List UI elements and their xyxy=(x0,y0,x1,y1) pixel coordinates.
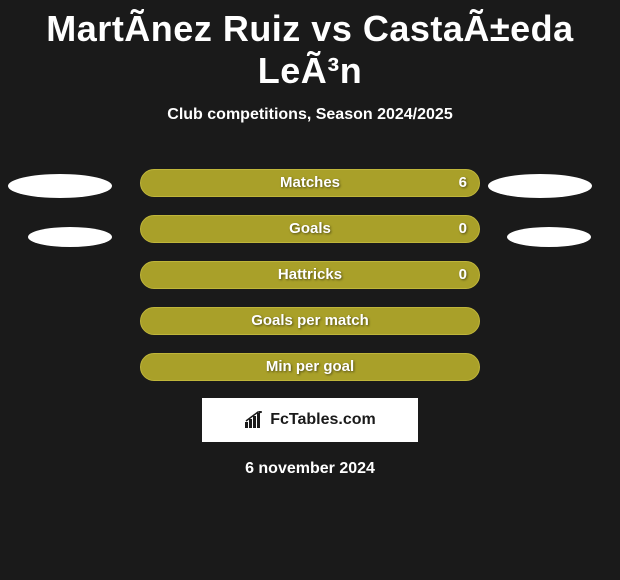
source-logo-box: FcTables.com xyxy=(202,398,418,442)
stat-bar-goals: Goals 0 xyxy=(140,215,480,243)
left-ellipse-matches xyxy=(8,174,112,198)
stat-row-min-per-goal: Min per goal xyxy=(0,344,620,390)
stat-bar-matches: Matches 6 xyxy=(140,169,480,197)
stat-value: 0 xyxy=(459,220,467,237)
stat-label: Goals xyxy=(141,220,479,237)
stat-bar-goals-per-match: Goals per match xyxy=(140,307,480,335)
stat-rows: Matches 6 Goals 0 Hattricks 0 Goals per … xyxy=(0,160,620,390)
stat-row-goals-per-match: Goals per match xyxy=(0,298,620,344)
stat-value: 0 xyxy=(459,266,467,283)
stat-bar-min-per-goal: Min per goal xyxy=(140,353,480,381)
stat-row-matches: Matches 6 xyxy=(0,160,620,206)
page-title: MartÃ­nez Ruiz vs CastaÃ±eda LeÃ³n xyxy=(0,0,620,92)
comparison-infographic: MartÃ­nez Ruiz vs CastaÃ±eda LeÃ³n Club … xyxy=(0,0,620,580)
stat-value: 6 xyxy=(459,174,467,191)
source-logo: FcTables.com xyxy=(244,411,376,429)
left-ellipse-goals xyxy=(28,227,112,247)
source-logo-text: FcTables.com xyxy=(270,411,376,429)
stat-row-hattricks: Hattricks 0 xyxy=(0,252,620,298)
bar-chart-icon xyxy=(244,411,266,429)
stat-label: Hattricks xyxy=(141,266,479,283)
stat-label: Goals per match xyxy=(141,312,479,329)
generation-date: 6 november 2024 xyxy=(0,460,620,478)
stat-bar-hattricks: Hattricks 0 xyxy=(140,261,480,289)
page-subtitle: Club competitions, Season 2024/2025 xyxy=(0,106,620,124)
stat-label: Matches xyxy=(141,174,479,191)
stat-label: Min per goal xyxy=(141,358,479,375)
stat-row-goals: Goals 0 xyxy=(0,206,620,252)
right-ellipse-goals xyxy=(507,227,591,247)
right-ellipse-matches xyxy=(488,174,592,198)
